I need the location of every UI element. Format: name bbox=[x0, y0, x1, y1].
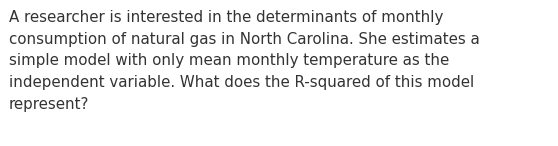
Text: A researcher is interested in the determinants of monthly
consumption of natural: A researcher is interested in the determ… bbox=[9, 10, 480, 112]
